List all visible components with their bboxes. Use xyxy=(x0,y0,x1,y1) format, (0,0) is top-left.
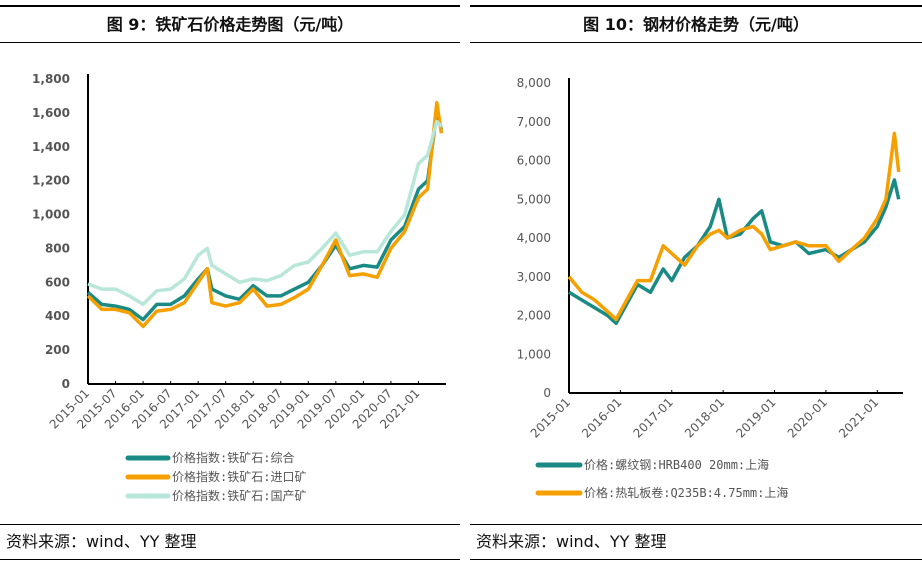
x-tick-label: 2021-01 xyxy=(836,395,881,440)
legend-label: 价格指数:铁矿石:进口矿 xyxy=(172,469,306,484)
y-tick-label: 6,000 xyxy=(517,154,551,168)
legend-label: 价格指数:铁矿石:国产矿 xyxy=(172,488,306,503)
y-tick-label: 2,000 xyxy=(517,309,551,323)
y-tick-label: 8,000 xyxy=(517,76,551,90)
y-tick-label: 1,000 xyxy=(517,347,551,361)
legend-label: 价格指数:铁矿石:综合 xyxy=(172,450,294,465)
chart-title: 图 9：铁矿石价格走势图（元/吨） xyxy=(0,5,460,43)
legend-label: 价格:螺纹钢:HRB400 20mm:上海 xyxy=(584,457,769,472)
y-tick-label: 5,000 xyxy=(517,192,551,206)
source-note: 资料来源：wind、YY 整理 xyxy=(470,524,922,560)
y-tick-label: 200 xyxy=(45,343,70,357)
y-tick-label: 1,200 xyxy=(32,174,70,188)
x-tick-label: 2015-01 xyxy=(528,395,573,440)
series-line-2 xyxy=(86,100,444,329)
x-tick-label: 2020-01 xyxy=(785,395,830,440)
series-line-2 xyxy=(567,131,901,322)
y-tick-label: 7,000 xyxy=(517,115,551,129)
source-note: 资料来源：wind、YY 整理 xyxy=(0,524,460,560)
y-tick-label: 4,000 xyxy=(517,231,551,245)
chart-title: 图 10：钢材价格走势（元/吨） xyxy=(470,5,922,43)
series-line-1 xyxy=(86,111,444,322)
steel-chart: 0 1,000 2,000 3,000 4,000 5,000 6,000 7,000 8,00… xyxy=(517,76,903,500)
iron-ore-chart-panel: 图 9：铁矿石价格走势图（元/吨） 0 200 400 600 800 1,000 1,20… xyxy=(0,0,460,568)
legend-label: 价格:热轧板卷:Q235B:4.75mm:上海 xyxy=(584,485,788,500)
y-tick-label: 1,600 xyxy=(32,106,70,120)
y-tick-label: 1,400 xyxy=(32,140,70,154)
steel-chart-panel: 图 10：钢材价格走势（元/吨） 0 1,000 2,000 3,000 4,000 5,… xyxy=(470,0,922,568)
y-tick-label: 1,800 xyxy=(32,72,70,86)
iron-ore-chart: 02004006008001,0001,2001,4001,6001,80020… xyxy=(32,72,446,503)
y-tick-label: 400 xyxy=(45,309,70,323)
x-tick-label: 2016-01 xyxy=(579,395,624,440)
y-tick-label: 0 xyxy=(543,386,551,400)
x-tick-label: 2018-01 xyxy=(682,395,727,440)
y-tick-label: 800 xyxy=(45,241,70,255)
x-tick-label: 2017-01 xyxy=(631,395,676,440)
y-tick-label: 3,000 xyxy=(517,270,551,284)
y-tick-label: 600 xyxy=(45,275,70,289)
y-tick-label: 0 xyxy=(62,377,70,391)
y-tick-label: 1,000 xyxy=(32,208,70,222)
series-line-3 xyxy=(87,119,443,307)
x-tick-label: 2019-01 xyxy=(733,395,778,440)
